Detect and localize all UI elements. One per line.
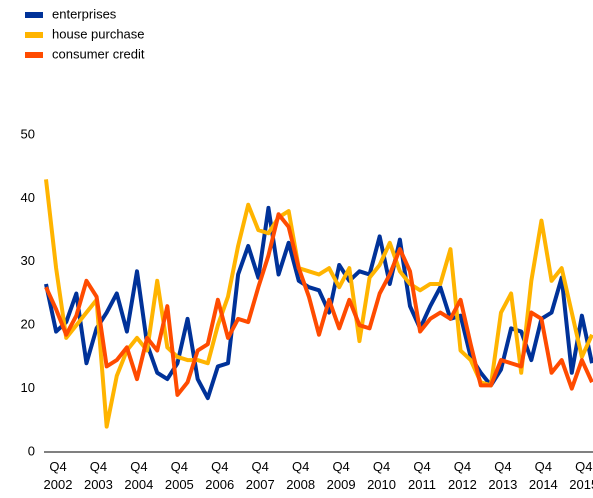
y-tick-label: 10	[21, 380, 35, 395]
y-tick-label: 30	[21, 253, 35, 268]
x-tick-label: Q4 2004	[124, 459, 154, 492]
x-tick-label: Q4 2005	[164, 459, 194, 492]
x-tick-label: Q4 2007	[245, 459, 275, 492]
x-tick-label: Q4 2013	[488, 459, 518, 492]
legend-label: enterprises	[52, 6, 117, 21]
legend-swatch	[25, 12, 43, 18]
x-tick-label: Q4 2006	[205, 459, 235, 492]
legend-swatch	[25, 32, 43, 38]
x-tick-label: Q4 2014	[528, 459, 558, 492]
x-tick-label: Q4 2009	[326, 459, 356, 492]
y-tick-label: 20	[21, 317, 35, 332]
legend-swatch	[25, 52, 43, 58]
y-tick-label: 0	[28, 443, 35, 458]
x-tick-label: Q4 2011	[408, 459, 436, 492]
x-tick-label: Q4 2003	[83, 459, 113, 492]
x-tick-label: Q4 2015	[569, 459, 593, 492]
x-tick-label: Q4 2010	[367, 459, 396, 492]
x-tick-label: Q4 2012	[447, 459, 477, 492]
y-tick-label: 40	[21, 190, 35, 205]
y-tick-label: 50	[21, 126, 35, 141]
legend-label: house purchase	[52, 26, 145, 41]
line-series	[44, 179, 593, 429]
x-tick-label: Q4 2002	[43, 459, 73, 492]
legend-label: consumer credit	[52, 46, 145, 61]
line-series	[44, 212, 593, 397]
x-tick-label: Q4 2008	[286, 459, 316, 492]
line-series	[44, 205, 593, 401]
